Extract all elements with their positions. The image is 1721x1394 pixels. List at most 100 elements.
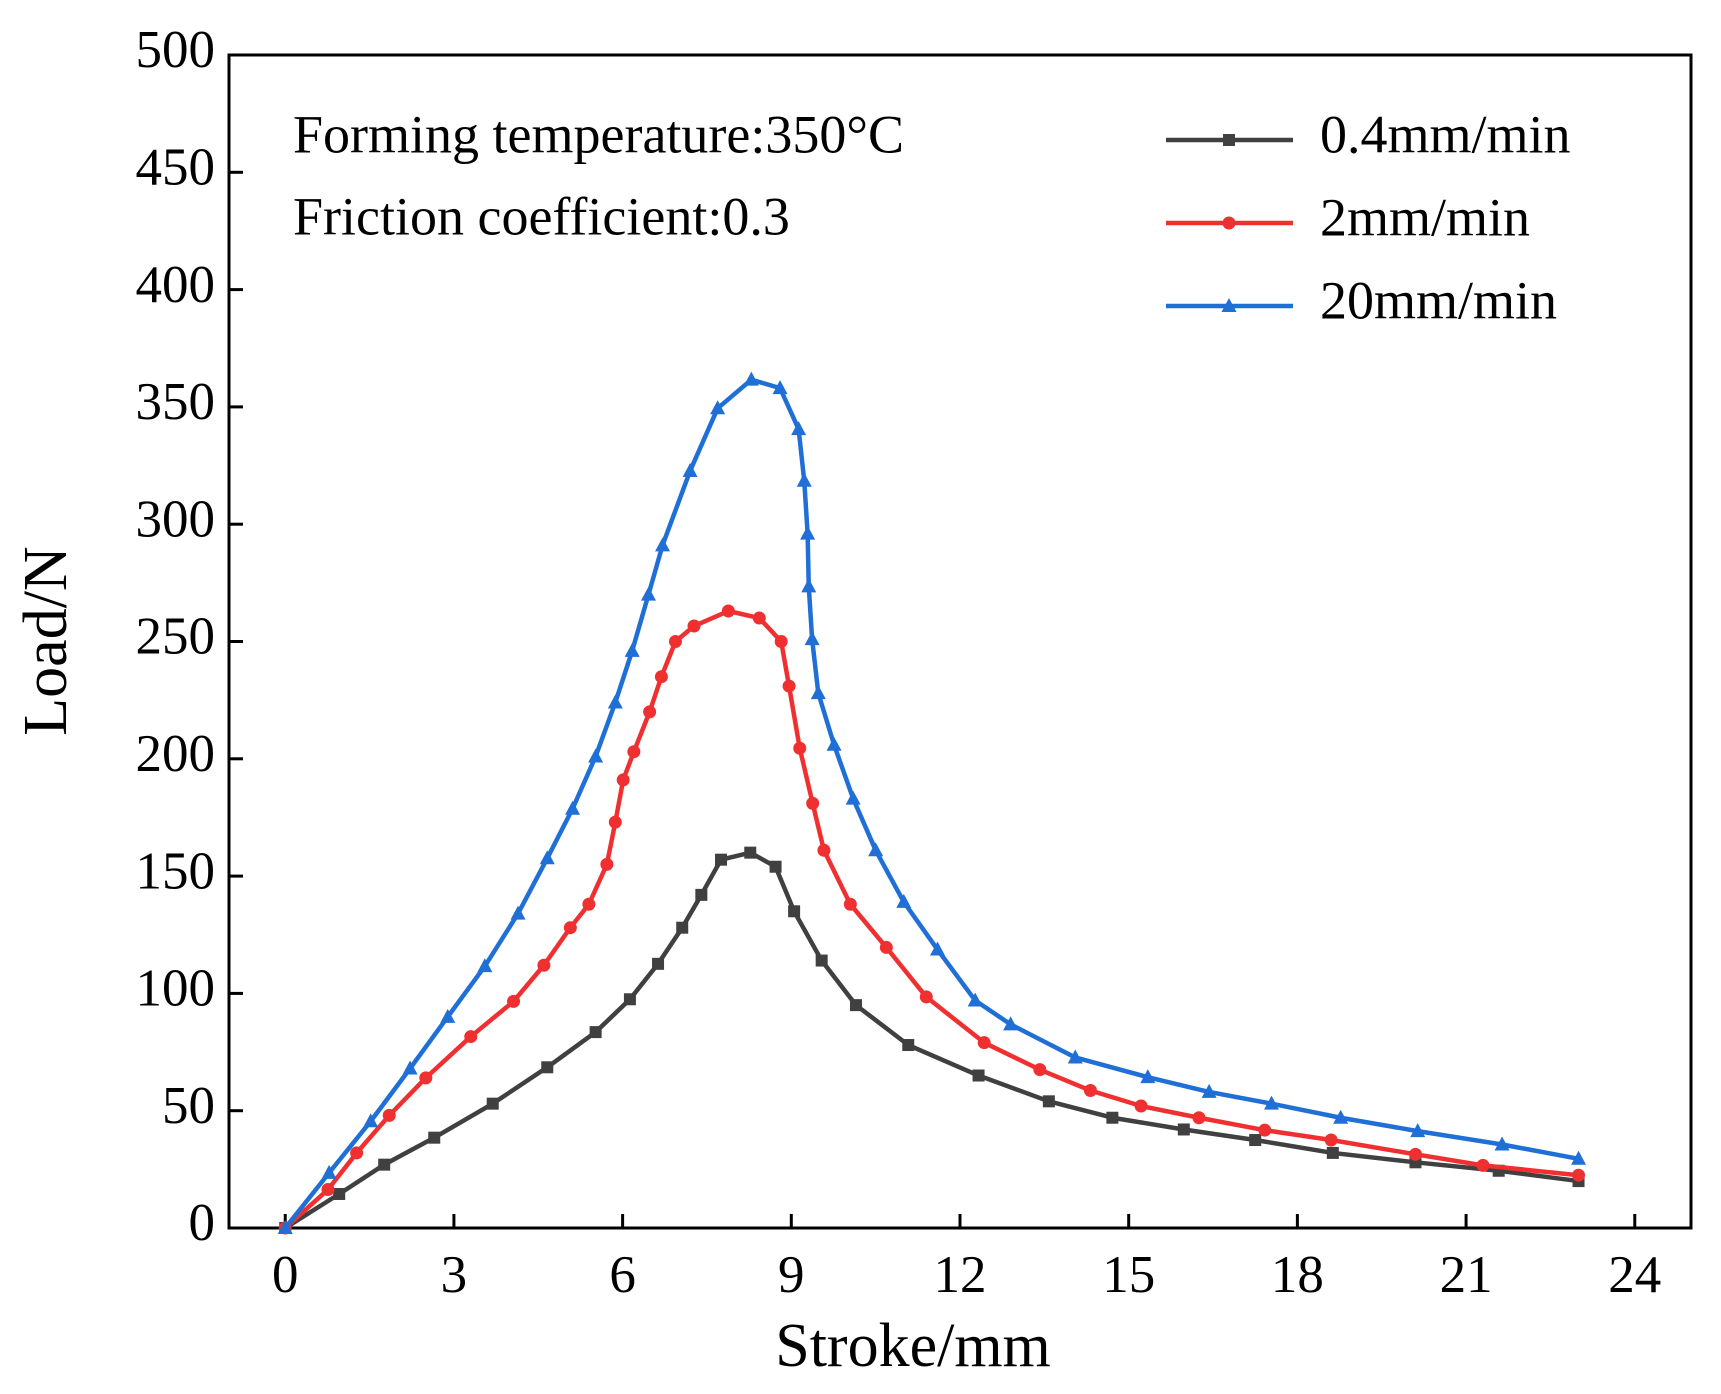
data-point xyxy=(772,380,788,395)
data-point xyxy=(1326,1146,1339,1159)
data-point xyxy=(845,790,861,805)
data-point xyxy=(537,958,551,972)
x-tick-label: 3 xyxy=(441,1246,468,1304)
data-point xyxy=(607,694,623,709)
data-point xyxy=(589,1026,602,1039)
data-point xyxy=(687,619,701,633)
data-point xyxy=(817,843,831,857)
data-point xyxy=(600,857,614,871)
y-tick-label: 200 xyxy=(136,725,216,783)
x-tick-label: 12 xyxy=(934,1246,987,1304)
data-point xyxy=(791,421,807,436)
data-point xyxy=(1067,1049,1083,1064)
data-point xyxy=(743,371,759,386)
x-tick-label: 21 xyxy=(1440,1246,1493,1304)
data-point xyxy=(695,888,708,901)
data-point xyxy=(643,705,657,719)
data-point xyxy=(668,635,682,648)
y-tick-label: 0 xyxy=(189,1194,216,1252)
data-point xyxy=(1476,1158,1490,1172)
data-point xyxy=(744,846,757,859)
legend-label: 2mm/min xyxy=(1320,187,1530,247)
y-tick-label: 50 xyxy=(162,1077,215,1135)
data-point xyxy=(477,958,493,973)
data-point xyxy=(774,635,788,648)
data-point xyxy=(333,1187,346,1200)
data-point xyxy=(849,999,862,1012)
data-point xyxy=(486,1097,499,1110)
data-point xyxy=(810,685,826,700)
data-point xyxy=(800,525,816,540)
data-point xyxy=(608,815,622,829)
data-point xyxy=(428,1131,441,1144)
data-point xyxy=(769,860,782,873)
data-point xyxy=(1106,1111,1119,1124)
data-point xyxy=(654,670,668,684)
y-tick-label: 400 xyxy=(136,256,216,314)
data-point xyxy=(721,604,735,618)
data-point xyxy=(624,642,640,657)
data-point xyxy=(419,1071,433,1085)
x-tick-label: 15 xyxy=(1102,1246,1155,1304)
data-point xyxy=(801,578,817,593)
data-point xyxy=(1324,1133,1338,1147)
y-tick-label: 150 xyxy=(136,842,216,900)
data-point xyxy=(565,800,581,815)
legend-label: 0.4mm/min xyxy=(1320,104,1571,164)
series-line xyxy=(284,850,1579,1230)
annotation: Forming temperature:350°C xyxy=(293,104,904,164)
series-line xyxy=(283,608,1579,1230)
data-point xyxy=(826,736,842,751)
data-point xyxy=(752,611,766,625)
data-point xyxy=(1042,1095,1055,1108)
data-point xyxy=(402,1060,418,1075)
data-point xyxy=(782,679,796,693)
x-tick-label: 0 xyxy=(272,1246,299,1304)
data-point xyxy=(1083,1084,1097,1098)
data-point xyxy=(715,853,728,866)
x-tick-label: 18 xyxy=(1271,1246,1324,1304)
x-tick-label: 24 xyxy=(1608,1246,1661,1304)
data-point xyxy=(1177,1123,1190,1136)
data-point xyxy=(843,897,857,911)
data-point xyxy=(1258,1123,1272,1137)
legend-marker xyxy=(1222,216,1236,230)
legend-marker xyxy=(1221,298,1237,312)
data-point xyxy=(539,850,555,865)
data-point xyxy=(806,796,820,810)
data-point xyxy=(815,954,828,967)
data-point xyxy=(804,631,820,646)
data-point xyxy=(977,1036,991,1050)
legend-marker xyxy=(1223,134,1235,146)
x-tick-label: 6 xyxy=(609,1246,636,1304)
data-point xyxy=(623,993,636,1006)
data-point xyxy=(277,1220,293,1234)
data-point xyxy=(1033,1063,1047,1077)
data-point xyxy=(510,905,526,920)
data-point xyxy=(563,921,577,935)
y-tick-label: 500 xyxy=(136,21,216,79)
y-axis-label: Load/N xyxy=(12,546,80,735)
annotation: Friction coefficient:0.3 xyxy=(293,186,790,246)
y-tick-label: 450 xyxy=(136,138,216,196)
data-point xyxy=(1140,1069,1156,1084)
data-point xyxy=(464,1030,478,1044)
data-point xyxy=(868,842,884,857)
data-point xyxy=(363,1113,379,1128)
data-point xyxy=(1249,1134,1262,1147)
data-point xyxy=(627,745,641,759)
data-point xyxy=(796,472,812,487)
data-point xyxy=(440,1008,456,1023)
data-point xyxy=(676,921,689,934)
data-point xyxy=(1134,1099,1148,1113)
data-point xyxy=(1571,1150,1587,1165)
data-point xyxy=(541,1061,554,1074)
data-point xyxy=(1410,1123,1426,1138)
data-point xyxy=(640,586,656,601)
data-point xyxy=(350,1146,364,1160)
x-axis-label: Stroke/mm xyxy=(775,1312,1051,1380)
y-tick-label: 300 xyxy=(136,490,216,548)
data-point xyxy=(1192,1111,1206,1125)
data-point xyxy=(930,941,946,956)
